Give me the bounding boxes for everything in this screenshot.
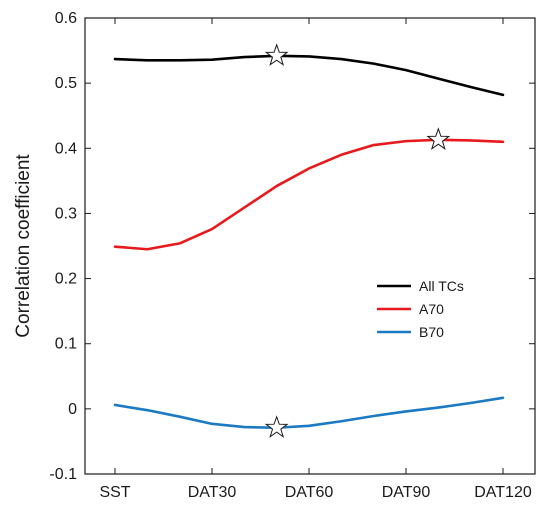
series-layer [113, 54, 505, 430]
x-tick-label: DAT120 [474, 484, 532, 501]
star-marker [264, 43, 289, 66]
star-marker [426, 127, 451, 150]
x-axis: SST DAT30 DAT60 DAT90 DAT120 [99, 18, 532, 501]
x-tick-label: DAT90 [382, 484, 431, 501]
series-line-a70 [113, 138, 505, 251]
plot-frame [84, 17, 536, 475]
star-marker [264, 415, 289, 438]
marker-layer [264, 43, 451, 438]
x-tick-label: DAT60 [285, 484, 334, 501]
legend: All TCs A70 B70 [377, 278, 464, 340]
y-axis-title: Correlation coefficient [13, 154, 34, 338]
plot-area [84, 17, 536, 475]
series-line-b70 [113, 396, 505, 430]
y-tick-label: 0.1 [55, 336, 77, 353]
y-tick-label: 0.3 [55, 205, 77, 222]
legend-label: A70 [419, 301, 444, 317]
y-tick-label: 0.6 [55, 10, 77, 27]
y-tick-label: 0 [68, 401, 77, 418]
y-tick-label: 0.5 [55, 75, 77, 92]
x-tick-label: DAT30 [188, 484, 237, 501]
x-tick-label: SST [99, 484, 130, 501]
y-tick-label: 0.4 [55, 140, 77, 157]
y-tick-label: -0.1 [49, 466, 77, 483]
series-line-all-tcs [113, 54, 505, 97]
y-tick-label: 0.2 [55, 271, 77, 288]
y-axis: -0.1 0 0.1 0.2 0.3 0.4 0.5 0.6 [49, 10, 535, 483]
legend-label: B70 [419, 324, 444, 340]
legend-label: All TCs [419, 278, 464, 294]
